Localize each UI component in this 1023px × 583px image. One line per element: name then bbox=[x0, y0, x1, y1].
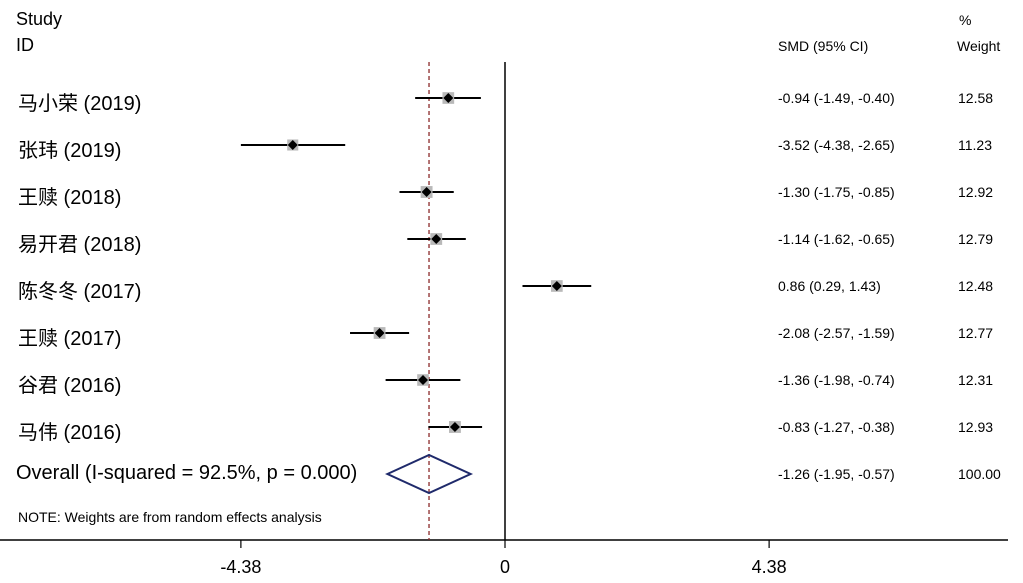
study-label: 谷君 (2016) bbox=[18, 375, 122, 397]
header-weight: Weight bbox=[957, 38, 1001, 54]
study-label: 易开君 (2018) bbox=[18, 234, 142, 256]
overall-diamond bbox=[385, 453, 474, 495]
overall-label: Overall (I-squared = 92.5%, p = 0.000) bbox=[16, 462, 358, 484]
study-label: 王赎 (2018) bbox=[18, 187, 122, 209]
study-weight: 11.23 bbox=[958, 137, 992, 153]
header-id: ID bbox=[16, 35, 34, 55]
study-label: 马小荣 (2019) bbox=[18, 93, 142, 115]
point-estimate bbox=[287, 140, 298, 150]
study-weight: 12.79 bbox=[958, 231, 994, 247]
study-label: 马伟 (2016) bbox=[18, 422, 122, 444]
study-label: 陈冬冬 (2017) bbox=[18, 281, 142, 303]
header-percent: % bbox=[959, 12, 972, 28]
study-weight: 12.31 bbox=[958, 372, 994, 388]
study-estimate: -0.94 (-1.49, -0.40) bbox=[778, 90, 895, 106]
study-weight: 12.77 bbox=[958, 325, 994, 341]
study-estimate: -1.30 (-1.75, -0.85) bbox=[778, 184, 895, 200]
point-estimate bbox=[417, 375, 428, 385]
point-estimate bbox=[551, 281, 562, 291]
study-label: 王赎 (2017) bbox=[18, 328, 122, 350]
point-estimate bbox=[421, 187, 432, 197]
note-text: NOTE: Weights are from random effects an… bbox=[18, 509, 322, 525]
point-estimate bbox=[374, 328, 385, 338]
study-weight: 12.92 bbox=[958, 184, 994, 200]
study-estimate: -1.36 (-1.98, -0.74) bbox=[778, 372, 895, 388]
study-estimate: -0.83 (-1.27, -0.38) bbox=[778, 419, 895, 435]
study-weight: 12.93 bbox=[958, 419, 994, 435]
point-estimate bbox=[431, 234, 442, 244]
study-label: 张玮 (2019) bbox=[18, 140, 122, 162]
point-estimate bbox=[443, 93, 454, 103]
x-tick-label: 4.38 bbox=[751, 557, 787, 577]
overall-weight: 100.00 bbox=[958, 466, 1001, 482]
study-weight: 12.58 bbox=[958, 90, 994, 106]
study-estimate: -2.08 (-2.57, -1.59) bbox=[778, 325, 895, 341]
header-smd: SMD (95% CI) bbox=[778, 38, 869, 54]
study-estimate: 0.86 (0.29, 1.43) bbox=[778, 278, 881, 294]
study-estimate: -3.52 (-4.38, -2.65) bbox=[778, 137, 895, 153]
x-tick-label: 0 bbox=[499, 557, 511, 577]
point-estimate bbox=[449, 422, 460, 432]
x-tick-label: -4.38 bbox=[220, 557, 262, 577]
header-study: Study bbox=[16, 9, 63, 29]
overall-estimate: -1.26 (-1.95, -0.57) bbox=[778, 466, 895, 482]
study-estimate: -1.14 (-1.62, -0.65) bbox=[778, 231, 895, 247]
study-weight: 12.48 bbox=[958, 278, 994, 294]
